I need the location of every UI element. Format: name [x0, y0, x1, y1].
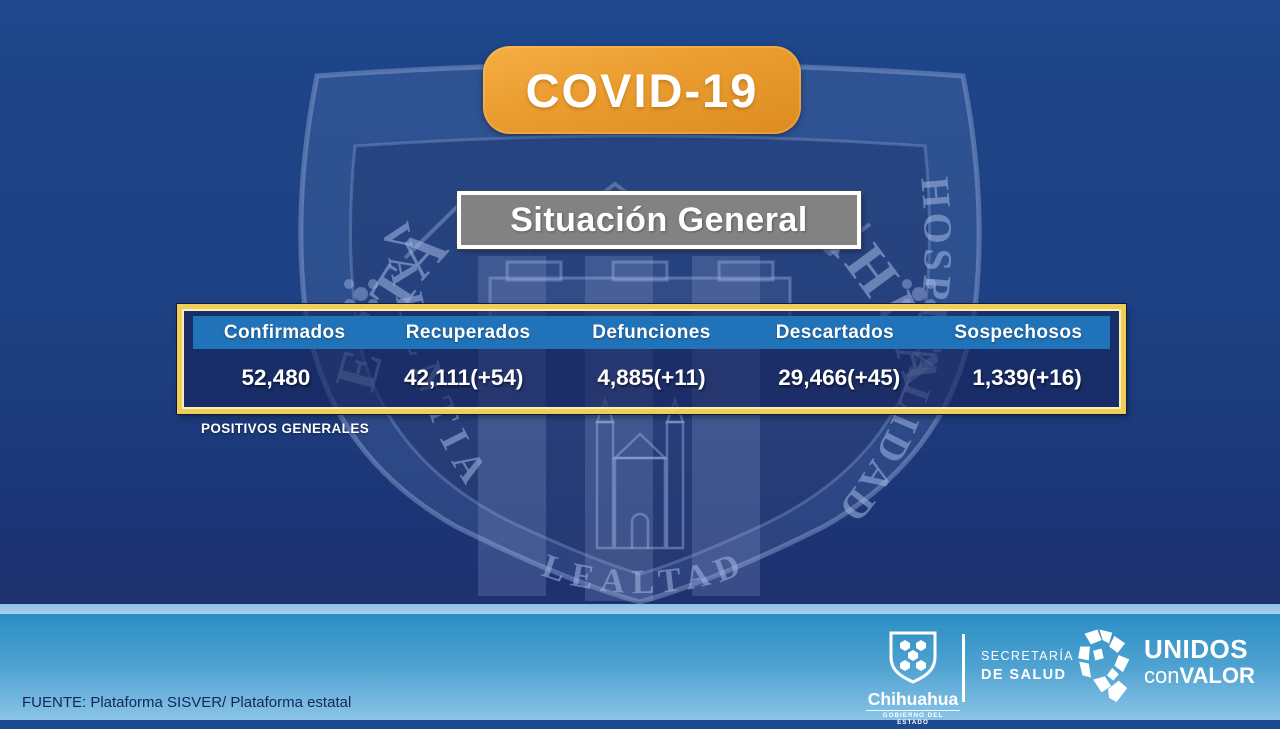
value-cell-descartados: 29,466(+45) — [778, 365, 901, 390]
value-cell-sospechosos: 1,339(+16) — [972, 365, 1082, 390]
unidos-valor: VALOR — [1179, 663, 1255, 688]
chihuahua-shield-icon — [889, 631, 937, 684]
header-cell-sospechosos: Sospechosos — [954, 321, 1083, 343]
footer-top-strip — [0, 604, 1280, 614]
unidos-line1: UNIDOS — [1144, 634, 1249, 664]
unidos-line2: conVALOR — [1144, 665, 1255, 687]
gov-logo-subtitle: GOBIERNO DEL ESTADO — [866, 710, 960, 726]
source-note: FUENTE: Plataforma SISVER/ Plataforma es… — [22, 694, 352, 711]
svg-text:LEALTAD: LEALTAD — [538, 544, 753, 602]
gov-logo-name: Chihuahua — [867, 689, 959, 709]
footer-band — [0, 614, 1280, 720]
seal-motto-bottom: LEALTAD — [538, 544, 745, 602]
secretaria-line2: DE SALUD — [981, 667, 1067, 683]
header-cell-recuperados: Recuperados — [405, 321, 531, 343]
stats-values-row: 52,480 42,111(+54) 4,885(+11) 29,466(+45… — [182, 349, 1121, 407]
seal-cathedral — [595, 396, 685, 550]
unidos-map-icon — [1078, 629, 1130, 702]
covid-19-banner-label: COVID-19 — [525, 63, 759, 117]
secretaria-de-salud-logo: SECRETARÍA DE SALUD — [981, 649, 1074, 683]
section-title: Situación General — [510, 200, 808, 239]
section-title-box: Situación General — [457, 191, 861, 249]
unidos-con: con — [1144, 663, 1180, 688]
covid-19-banner: COVID-19 — [483, 46, 801, 134]
header-cell-descartados: Descartados — [775, 321, 895, 343]
unidos-con-valor-logo: UNIDOS conVALOR — [1144, 636, 1255, 687]
stats-header-row: Confirmados Recuperados Defunciones Desc… — [193, 316, 1110, 349]
stats-table: Confirmados Recuperados Defunciones Desc… — [176, 303, 1127, 415]
chihuahua-gov-logo: Chihuahua GOBIERNO DEL ESTADO — [866, 630, 960, 729]
value-cell-defunciones: 4,885(+11) — [597, 365, 706, 390]
footer-divider — [962, 634, 965, 702]
secretaria-line1: SECRETARÍA — [981, 649, 1074, 663]
header-cell-defunciones: Defunciones — [592, 321, 711, 343]
stats-footnote: POSITIVOS GENERALES — [201, 421, 370, 436]
value-cell-confirmados: 52,480 — [241, 365, 311, 390]
value-cell-recuperados: 42,111(+54) — [403, 365, 524, 390]
header-cell-confirmados: Confirmados — [223, 321, 346, 343]
